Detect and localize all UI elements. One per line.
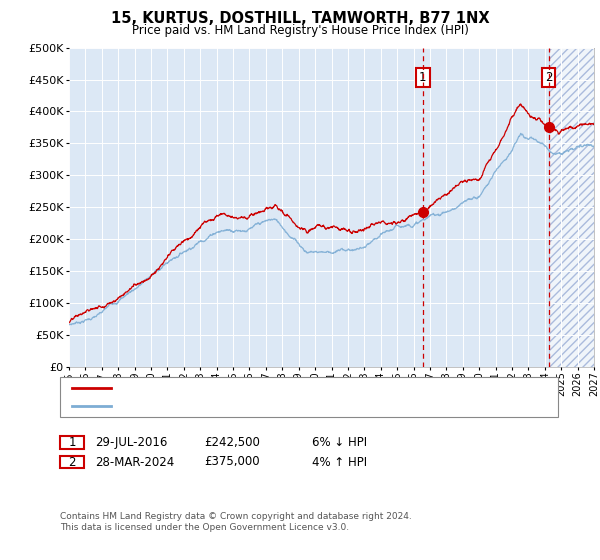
Text: 2: 2: [68, 455, 76, 469]
Text: 1: 1: [68, 436, 76, 449]
Text: 1: 1: [419, 72, 427, 85]
Text: £375,000: £375,000: [204, 455, 260, 469]
Text: 4% ↑ HPI: 4% ↑ HPI: [312, 455, 367, 469]
Text: 2: 2: [545, 72, 553, 85]
Bar: [549, 48, 594, 367]
Text: HPI: Average price, detached house, Tamworth: HPI: Average price, detached house, Tamw…: [116, 402, 371, 411]
Text: Price paid vs. HM Land Registry's House Price Index (HPI): Price paid vs. HM Land Registry's House …: [131, 24, 469, 36]
Text: Contains HM Land Registry data © Crown copyright and database right 2024.
This d: Contains HM Land Registry data © Crown c…: [60, 512, 412, 532]
Bar: [549, 48, 594, 367]
Text: 6% ↓ HPI: 6% ↓ HPI: [312, 436, 367, 449]
Text: £242,500: £242,500: [204, 436, 260, 449]
Text: 28-MAR-2024: 28-MAR-2024: [95, 455, 174, 469]
Text: 15, KURTUS, DOSTHILL, TAMWORTH, B77 1NX (detached house): 15, KURTUS, DOSTHILL, TAMWORTH, B77 1NX …: [116, 383, 466, 393]
Text: 29-JUL-2016: 29-JUL-2016: [95, 436, 167, 449]
Text: 15, KURTUS, DOSTHILL, TAMWORTH, B77 1NX: 15, KURTUS, DOSTHILL, TAMWORTH, B77 1NX: [110, 11, 490, 26]
